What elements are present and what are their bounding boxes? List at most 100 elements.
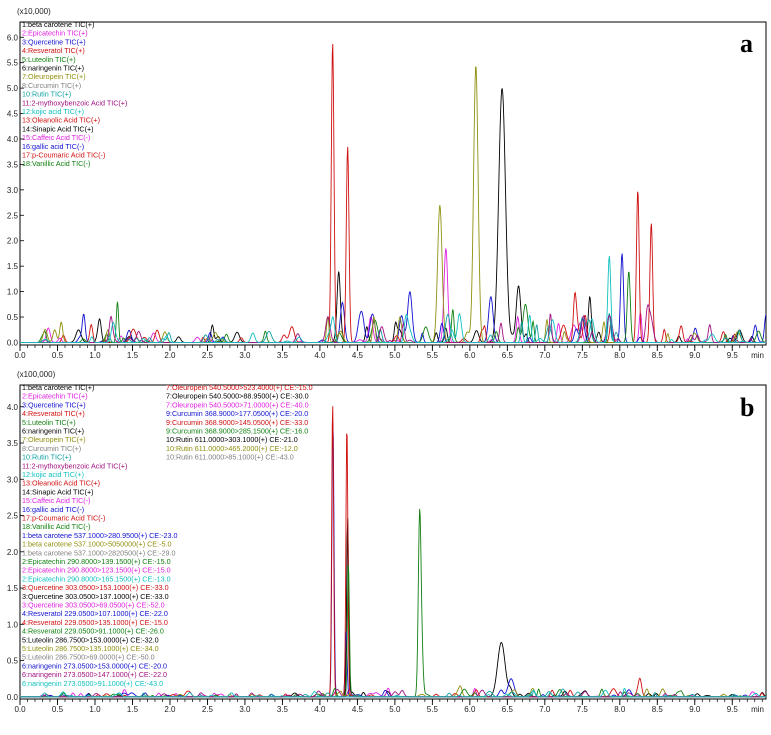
panel-letter: a (740, 29, 753, 58)
x-tick-label: 6.5 (502, 351, 514, 360)
legend-entry: 2:Epicatechin 290.8000>165.1500(+) CE:-1… (22, 574, 171, 583)
y-tick-label: 3.5 (7, 160, 19, 169)
x-tick-label: 9.5 (727, 351, 739, 360)
plot-frame (19, 384, 767, 700)
legend-entry: 7:Oleuropein 540.5000>71.0000(+) CE:-40.… (166, 400, 309, 409)
x-tick-label: 7.0 (539, 705, 551, 714)
legend-entry: 4:Resveratol 229.0500>91.1000(+) CE:-26.… (22, 627, 164, 636)
legend-entry: 1:beta carotene TIC(+) (22, 20, 94, 29)
legend-entry: 3:Quercetine 303.0500>153.1000(+) CE:-33… (22, 583, 169, 592)
x-tick-label: 3.0 (239, 705, 251, 714)
x-tick-label: 9.0 (689, 351, 701, 360)
x-unit-label: min (751, 351, 764, 360)
legend-entry: 15:Caffeic Acid TIC(-) (22, 496, 90, 505)
y-tick-label: 0.0 (7, 338, 19, 347)
legend-entry: 14:Sinapic Acid TIC(+) (22, 487, 94, 496)
legend-entry: 1:beta carotene 537.1000>2820500(+) CE:-… (22, 548, 175, 557)
legend-entry: 4:Resveratol 229.0500>107.1000(+) CE:-22… (22, 609, 168, 618)
traces (20, 406, 766, 698)
legend-entry: 4:Resveratol 229.0500>135.1000(+) CE:-15… (22, 618, 168, 627)
legend-entry: 8:Curcumin TIC(+) (22, 81, 81, 90)
legend-entry: 5:Luteolin 286.7500>153.0000(+) CE:-32.0 (22, 635, 159, 644)
legend-entry: 2:Epicatechin TIC(+) (22, 392, 88, 401)
legend-entry: 18:Vanillic Acid TIC(-) (22, 159, 90, 168)
legend-entry: 7:Oleuropein TIC(+) (22, 72, 86, 81)
x-tick-label: 2.5 (202, 705, 214, 714)
legend-entry: 5:Luteolin TIC(+) (22, 418, 76, 427)
trace-line (20, 43, 766, 343)
legend-entry: 1:beta carotene 537.1000>280.9500(+) CE:… (22, 531, 177, 540)
x-tick-label: 3.5 (277, 705, 289, 714)
x-tick-label: 3.5 (277, 351, 289, 360)
y-tick-label: 0.0 (7, 693, 19, 702)
legend-entry: 10:Rutin TIC(+) (22, 90, 71, 99)
chart-panel-a: (x10,000) 0.0 0.5 1.0 1.5 2.0 2.5 3.0 3.5 4.0 4.5 5… (7, 7, 767, 360)
x-tick-label: 7.5 (577, 705, 589, 714)
legend-entry: 10:Rutin 611.0000>85.1000(+) CE:-43.0 (166, 453, 294, 462)
x-tick-label: 9.5 (727, 705, 739, 714)
legend-entry: 5:Luteolin 286.7500>69.0000(+) CE:-50.0 (22, 653, 155, 662)
legend-entry: 6:naringenin TIC(+) (22, 64, 84, 73)
legend-entry: 2:Epicatechin TIC(+) (22, 29, 88, 38)
legend-entry: 2:Epicatechin 290.8000>123.1500(+) CE:-1… (22, 566, 171, 575)
y-tick-label: 1.0 (7, 620, 19, 629)
trace-line (20, 255, 766, 343)
x-tick-label: 2.0 (164, 351, 176, 360)
x-tick-label: 1.5 (127, 705, 139, 714)
legend-entry: 14:Sinapic Acid TIC(+) (22, 124, 94, 133)
legend-entry: 16:gallic acid TIC(-) (22, 142, 84, 151)
x-tick-label: 9.0 (689, 705, 701, 714)
x-tick-label: 8.0 (614, 351, 626, 360)
y-tick-label: 2.0 (7, 548, 19, 557)
legend-entry: 3:Quercetine TIC(+) (22, 37, 86, 46)
x-tick-label: 7.0 (539, 351, 551, 360)
legend-entry: 12:kojic acid TIC(+) (22, 107, 84, 116)
y-tick-label: 2.5 (7, 211, 19, 220)
x-tick-label: 7.5 (577, 351, 589, 360)
x-tick-label: 5.0 (389, 351, 401, 360)
y-tick-label: 5.0 (7, 84, 19, 93)
x-tick-label: 0.0 (14, 705, 26, 714)
x-unit-label: min (751, 705, 764, 714)
x-tick-label: 8.5 (652, 705, 664, 714)
chart-panel-b: (x100,000) 0.0 0.5 1.0 1.5 2.0 2.5 3.0 3.5 4.0 0.0… (7, 370, 767, 714)
plot-frame (19, 21, 767, 346)
traces (20, 43, 766, 343)
legend-entry: 10:Rutin 611.0000>465.2000(+) CE:-12.0 (166, 444, 298, 453)
x-tick-label: 0.5 (52, 351, 64, 360)
legend-entry: 15:Caffeic Acid TIC(-) (22, 133, 90, 142)
y-tick-label: 6.0 (7, 33, 19, 42)
y-scale-label: (x10,000) (17, 7, 51, 16)
x-tick-label: 2.5 (202, 351, 214, 360)
trace-line (20, 66, 766, 343)
y-tick-label: 1.5 (7, 262, 19, 271)
x-tick-label: 0.0 (14, 351, 26, 360)
x-tick-label: 5.0 (389, 705, 401, 714)
legend-entry: 7:Oleuropein 540.5000>88.9500(+) CE:-30.… (166, 392, 309, 401)
y-tick-label: 4.0 (7, 403, 19, 412)
legend-entry: 13:Oleanolic Acid TIC(+) (22, 479, 100, 488)
x-tick-label: 5.5 (427, 351, 439, 360)
legend-entry: 9:Curcumin 368.9000>177.0500(+) CE:-20.0 (166, 409, 308, 418)
legend-entry: 7:Oleuropein TIC(+) (22, 435, 86, 444)
y-tick-label: 2.0 (7, 237, 19, 246)
legend-entry: 1:beta carotene 537.1000>5050000(+) CE:-… (22, 540, 171, 549)
y-tick-label: 3.0 (7, 186, 19, 195)
legend-entry: 11:2-mythoxybenzoic Acid TIC(+) (22, 98, 127, 107)
panel-letter: b (740, 393, 754, 422)
legend-entry: 3:Quercetine 303.0500>69.0500(+) CE:-52.… (22, 601, 165, 610)
x-tick-label: 1.5 (127, 351, 139, 360)
y-tick-label: 4.5 (7, 110, 19, 119)
legend-entry: 12:kojic acid TIC(+) (22, 470, 84, 479)
legend-entry: 17:p-Coumaric Acid TIC(-) (22, 151, 105, 160)
y-tick-label: 5.5 (7, 59, 19, 68)
legend-entry: 10:Rutin 611.0000>303.1000(+) CE:-21.0 (166, 435, 298, 444)
legend-entry: 4:Resveratol TIC(+) (22, 46, 85, 55)
x-tick-label: 1.0 (89, 705, 101, 714)
legend-entry: 10:Rutin TIC(+) (22, 453, 71, 462)
legend-entry: 17:p-Coumaric Acid TIC(-) (22, 514, 105, 523)
legend-entry: 8:Curcumin TIC(+) (22, 444, 81, 453)
legend-entry: 9:Curcumin 368.9000>285.1500(+) CE:-16.0 (166, 427, 308, 436)
